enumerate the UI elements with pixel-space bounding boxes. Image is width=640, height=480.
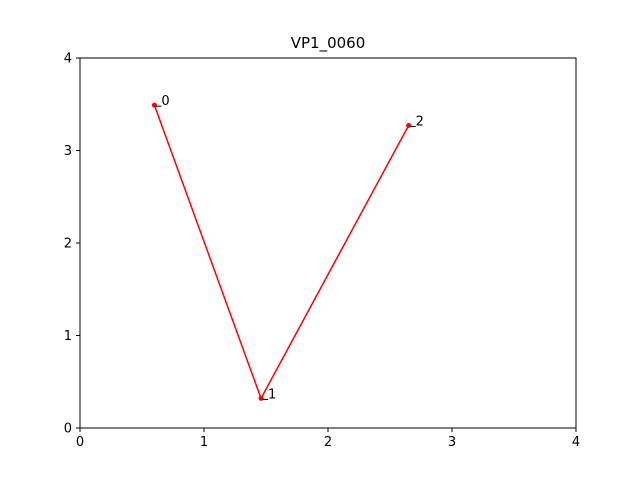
y-tick-label: 0 xyxy=(64,422,72,437)
point-label: 2 xyxy=(416,115,424,130)
y-tick-label: 4 xyxy=(64,52,72,67)
point-label: 0 xyxy=(161,94,169,109)
x-tick-label: 4 xyxy=(572,435,580,450)
data-point xyxy=(406,123,412,129)
y-tick-label: 1 xyxy=(64,329,72,344)
x-tick-label: 1 xyxy=(200,435,208,450)
x-tick-label: 0 xyxy=(76,435,84,450)
chart-title: VP1_0060 xyxy=(291,34,366,53)
series-layer: 0 1 2 xyxy=(151,94,424,402)
x-tick-label: 3 xyxy=(448,435,456,450)
y-tick-label: 3 xyxy=(64,144,72,159)
point-label: 1 xyxy=(268,387,276,402)
data-point xyxy=(258,395,264,401)
plot-area-frame xyxy=(79,57,577,429)
y-tick-label: 2 xyxy=(64,237,72,252)
data-point xyxy=(151,102,157,108)
axis-ticks: 0 1 2 3 4 0 1 2 3 4 xyxy=(64,52,580,451)
series-line xyxy=(153,104,410,401)
x-tick-label: 2 xyxy=(324,435,332,450)
